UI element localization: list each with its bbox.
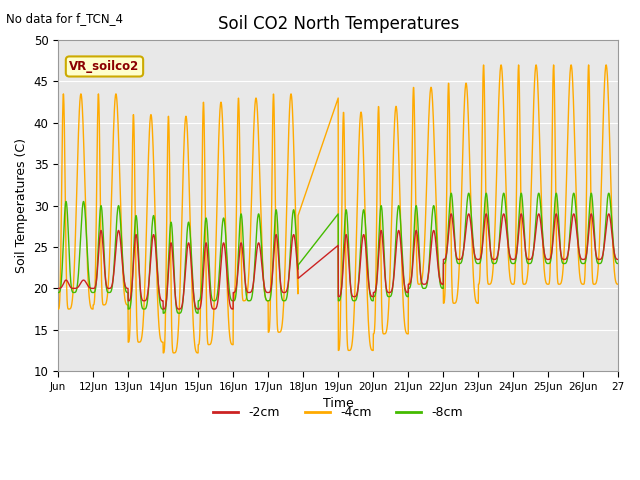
Y-axis label: Soil Temperatures (C): Soil Temperatures (C) <box>15 138 28 273</box>
X-axis label: Time: Time <box>323 397 354 410</box>
Title: Soil CO2 North Temperatures: Soil CO2 North Temperatures <box>218 15 459 33</box>
Legend: -2cm, -4cm, -8cm: -2cm, -4cm, -8cm <box>209 401 468 424</box>
Text: VR_soilco2: VR_soilco2 <box>69 60 140 73</box>
Text: No data for f_TCN_4: No data for f_TCN_4 <box>6 12 124 25</box>
